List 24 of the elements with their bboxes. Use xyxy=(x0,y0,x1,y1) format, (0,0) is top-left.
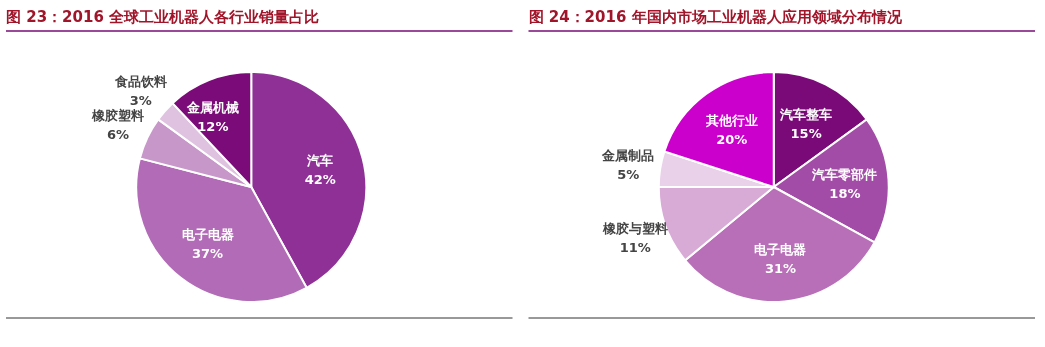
data-label: 31% xyxy=(764,260,797,276)
slice-label: 金属制品 xyxy=(601,147,655,163)
data-label: 5% xyxy=(617,166,640,182)
slice-label: 汽车 xyxy=(306,153,334,169)
data-label: 11% xyxy=(619,239,651,255)
slice-label: 金属机械 xyxy=(185,100,239,116)
slice-label: 食品饮料 xyxy=(113,73,167,89)
data-label: 37% xyxy=(191,246,224,262)
slice-label: 橡胶塑料 xyxy=(91,108,145,124)
slice-label: 橡胶与塑料 xyxy=(601,220,668,236)
chart-title: 图 24：2016 年国内市场工业机器人应用领域分布情况 xyxy=(528,8,903,26)
data-label: 3% xyxy=(129,92,152,108)
data-label: 42% xyxy=(304,172,336,188)
data-label: 20% xyxy=(716,132,748,148)
chart-title: 图 23：2016 全球工业机器人各行业销量占比 xyxy=(6,8,320,26)
data-label: 6% xyxy=(107,127,130,143)
slice-label: 汽车零部件 xyxy=(811,166,878,182)
slice-label: 电子电器 xyxy=(181,227,234,243)
slice-label: 电子电器 xyxy=(754,241,807,257)
slice-label: 其他行业 xyxy=(704,113,758,129)
data-label: 18% xyxy=(829,185,861,201)
data-label: 15% xyxy=(790,126,822,142)
slice-label: 汽车整车 xyxy=(779,107,833,123)
data-label: 12% xyxy=(197,119,229,135)
